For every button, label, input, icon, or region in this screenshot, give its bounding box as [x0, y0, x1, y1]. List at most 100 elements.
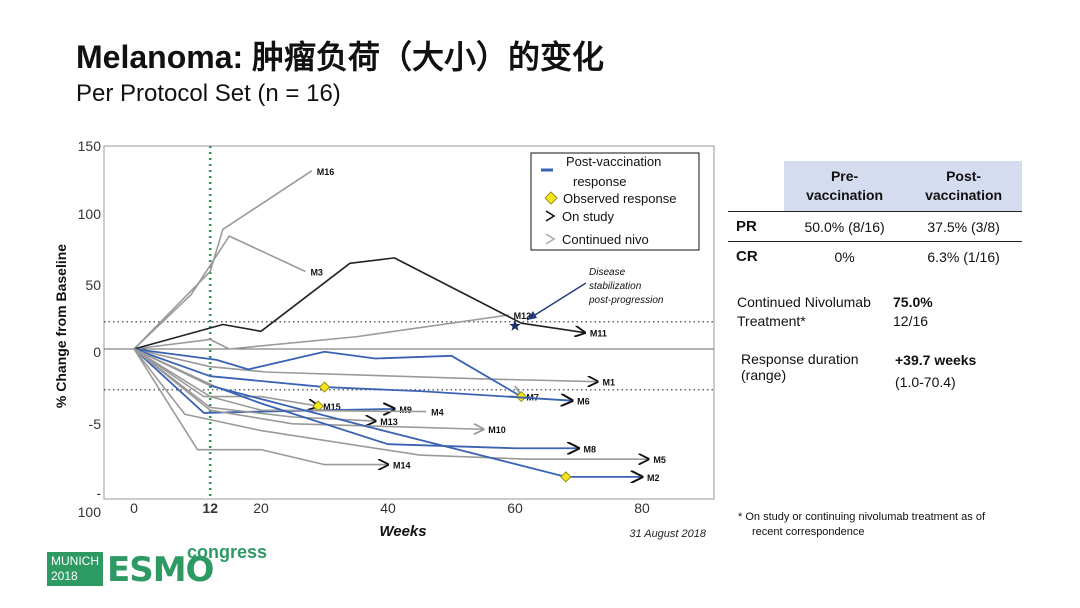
cr-pre-value: 0% [834, 248, 855, 265]
series-label: M13 [380, 417, 398, 427]
esmo-congress-logo: MUNICH 2018 ESMO congress [47, 542, 287, 590]
x-tick-label: 80 [634, 500, 650, 516]
legend-label: Observed response [563, 191, 676, 206]
y-tick-label: 100 [78, 504, 102, 520]
table-row: CR 0% 6.3% (1/16) [728, 242, 1022, 272]
footnote: * On study or continuing nivolumab treat… [738, 510, 985, 540]
disease-stabilization-annotation: Disease stabilization post-progression [509, 267, 664, 331]
x-axis-title: Weeks [379, 523, 426, 540]
series-m16: M16 [133, 167, 335, 350]
logo-city-box: MUNICH 2018 [47, 552, 103, 586]
series-m5: M5 [133, 348, 666, 465]
row-label-cr: CR [736, 248, 758, 265]
legend-label: On study [562, 209, 615, 224]
logo-city: MUNICH [51, 554, 99, 568]
continued-label-line2: Treatment* [737, 313, 806, 329]
annotation-arrow [526, 282, 587, 321]
legend-box [530, 152, 700, 251]
pr-pre-value: 50.0% (8/16) [784, 211, 906, 242]
series-line [133, 348, 318, 406]
y-tick-label: 150 [78, 138, 102, 154]
annotation-line: stabilization [589, 281, 642, 292]
series-m15: M15 [133, 348, 341, 412]
series-label: M12 [514, 311, 532, 321]
series-line [133, 348, 388, 465]
series-line [133, 348, 598, 382]
series-line [133, 348, 648, 459]
plot-frame [103, 145, 715, 500]
series-line [133, 348, 211, 387]
observed-response-diamond [318, 381, 331, 393]
y-axis-title: % Change from Baseline [53, 244, 69, 408]
series-label: M5 [653, 455, 666, 465]
x-tick-label: 20 [253, 500, 269, 516]
legend-diamond [544, 191, 558, 205]
series-label: M4 [431, 408, 444, 418]
series-line [216, 386, 579, 448]
series-line [133, 170, 313, 350]
slide-subtitle: Per Protocol Set (n = 16) [76, 80, 341, 107]
series-label: M16 [317, 167, 335, 177]
star-icon [509, 319, 521, 331]
x-tick-label: 0 [130, 500, 138, 516]
series-m2: M2 [133, 348, 660, 483]
annotation-line: Disease [589, 267, 626, 278]
y-tick-label: - [96, 485, 101, 501]
y-tick-label: 100 [78, 206, 102, 222]
continued-percent: 75.0% [893, 294, 933, 310]
response-table: Pre-vaccination Post-vaccination PR 50.0… [728, 161, 1022, 271]
series-label: M14 [393, 461, 411, 471]
series-line [209, 384, 642, 477]
series-label: M10 [488, 425, 506, 435]
table-header-blank [728, 161, 784, 212]
legend-arrow-black [545, 210, 556, 222]
series-label: M8 [584, 444, 597, 454]
series-m12: M12 [133, 311, 532, 350]
series-m6: M6 [133, 348, 590, 407]
continued-fraction: 12/16 [893, 313, 929, 329]
annotation-arrowhead [527, 311, 537, 320]
y-tick-label: -5 [89, 416, 102, 432]
chart-legend: Post-vaccination response Observed respons… [530, 152, 700, 251]
series-line [133, 348, 427, 413]
series-line [133, 235, 306, 350]
series-m14: M14 [133, 348, 411, 471]
series-m1: M1 [133, 348, 616, 388]
logo-year: 2018 [51, 569, 78, 583]
slide-title: Melanoma: 肿瘤负荷（大小）的变化 [76, 39, 605, 75]
duration-range: (1.0-70.4) [895, 374, 956, 390]
annotation-line: post-progression [588, 295, 664, 306]
series-label: M11 [590, 329, 607, 339]
series-label: M2 [647, 473, 660, 483]
logo-brand: ESMO [107, 550, 214, 590]
series-m4: M4 [133, 348, 444, 418]
duration-label-line2: (range) [741, 367, 787, 383]
date-note: 31 August 2018 [629, 528, 707, 540]
legend-label: Post-vaccination [566, 154, 661, 169]
x-tick-label: 60 [507, 500, 523, 516]
series-m11: M11 [133, 257, 607, 350]
observed-response-diamond [515, 391, 527, 403]
x-tick-label: 12 [202, 500, 218, 516]
y-tick-label: 0 [93, 344, 101, 360]
response-duration-label: Response duration (range) [741, 351, 859, 383]
series-label: M6 [577, 397, 590, 407]
legend-label: response [573, 174, 626, 189]
series-m3: M3 [133, 235, 323, 350]
continued-label-line1: Continued Nivolumab [737, 294, 871, 310]
response-duration-value: +39.7 weeks (1.0-70.4) [895, 351, 976, 392]
footnote-line1: * On study or continuing nivolumab treat… [738, 511, 986, 523]
legend-arrow-gray [545, 233, 556, 245]
table-header-pre: Pre-vaccination [784, 161, 906, 212]
pr-post-value: 37.5% (3/8) [905, 211, 1022, 242]
series-label: M1 [603, 378, 616, 388]
footnote-line2: recent correspondence [752, 526, 865, 538]
table-header-post: Post-vaccination [905, 161, 1022, 212]
series-line [133, 314, 509, 350]
observed-response-diamond [560, 471, 572, 483]
x-tick-label: 40 [380, 500, 396, 516]
series-m13: M13 [133, 348, 398, 427]
series-label: M15 [323, 402, 341, 412]
table-row: PR 50.0% (8/16) 37.5% (3/8) [728, 211, 1022, 242]
